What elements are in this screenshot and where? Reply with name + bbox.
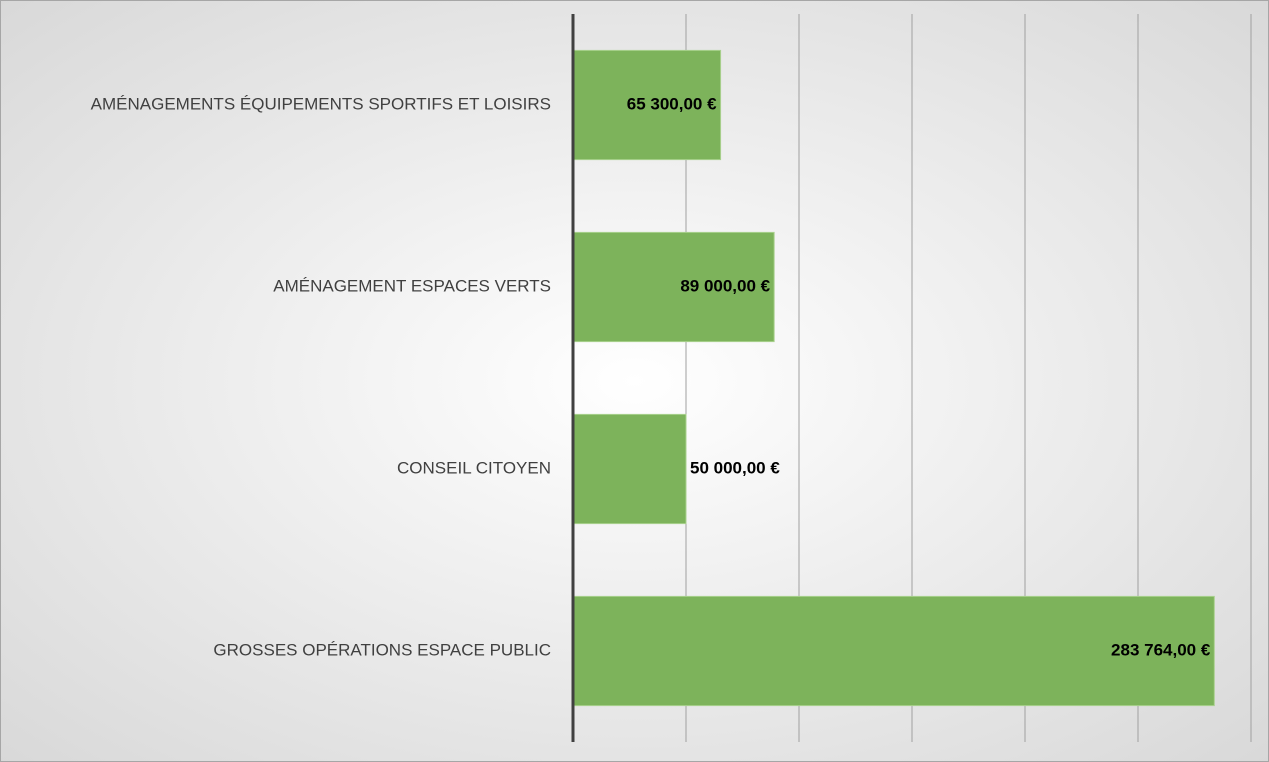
bar <box>572 49 722 161</box>
bar <box>572 413 687 525</box>
data-label: 65 300,00 € <box>627 94 717 113</box>
y-tick-label: AMÉNAGEMENTS ÉQUIPEMENTS SPORTIFS ET LOI… <box>91 94 551 113</box>
data-label: 283 764,00 € <box>1111 640 1211 659</box>
data-label: 89 000,00 € <box>680 276 770 295</box>
y-tick-label: AMÉNAGEMENT ESPACES VERTS <box>273 276 551 295</box>
y-tick-label: GROSSES OPÉRATIONS ESPACE PUBLIC <box>213 640 551 659</box>
y-tick-label: CONSEIL CITOYEN <box>397 458 551 477</box>
data-label: 50 000,00 € <box>690 458 780 477</box>
bar <box>572 595 1215 707</box>
bar <box>572 231 775 343</box>
